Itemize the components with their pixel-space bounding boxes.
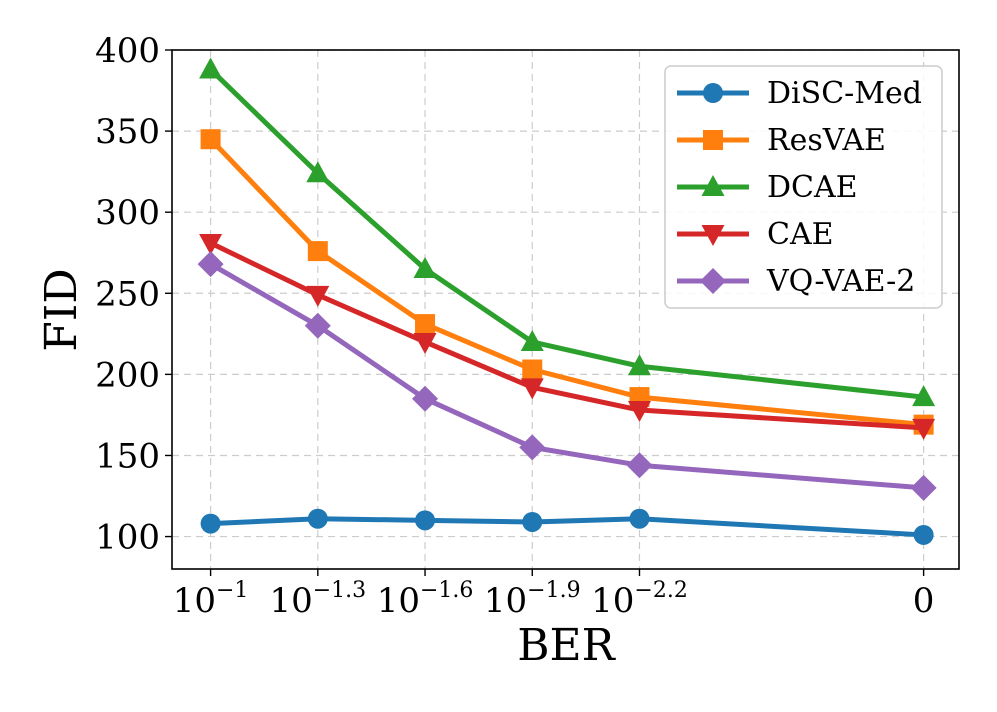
data-point xyxy=(629,508,650,529)
data-point xyxy=(200,513,221,534)
data-point xyxy=(913,524,934,545)
x-tick-base: 10 xyxy=(269,581,312,621)
x-tick-exponent: −2.2 xyxy=(634,578,687,603)
series-line xyxy=(209,261,924,491)
y-tick-label: 300 xyxy=(95,193,160,233)
legend-label: CAE xyxy=(767,217,834,252)
legend-marker xyxy=(703,130,723,150)
data-point xyxy=(522,359,543,380)
data-point xyxy=(413,256,437,278)
legend-label: DiSC-Med xyxy=(767,76,922,111)
series-cae xyxy=(199,234,936,440)
x-tick-base: 10 xyxy=(591,581,634,621)
legend-label: ResVAE xyxy=(767,123,886,158)
data-point xyxy=(910,474,937,501)
data-point xyxy=(912,385,936,407)
x-tick-exponent: −1.6 xyxy=(420,578,473,603)
data-point xyxy=(306,285,330,307)
x-axis-ticks: 10−1 10−1.3 10−1.6 10−1.9 10−2.2 0 xyxy=(173,569,935,621)
series-vq-vae-2 xyxy=(197,251,937,501)
y-axis-ticks: 100 150 200 250 300 350 400 xyxy=(95,31,172,558)
data-point xyxy=(522,511,543,532)
data-point xyxy=(304,312,331,339)
legend-marker xyxy=(700,268,726,294)
series-layer xyxy=(197,57,937,545)
data-point xyxy=(627,401,651,423)
x-tick-label: 10−1 xyxy=(173,578,249,621)
legend-label: VQ-VAE-2 xyxy=(766,264,915,299)
data-point xyxy=(200,129,221,150)
x-tick-exponent: −1.3 xyxy=(313,578,366,603)
data-point xyxy=(415,510,436,531)
y-tick-label: 200 xyxy=(95,355,160,395)
data-point xyxy=(415,314,436,335)
series-dcae xyxy=(199,57,936,407)
data-point xyxy=(413,332,437,354)
legend-entry: DCAE xyxy=(677,170,858,205)
legend-marker xyxy=(701,225,725,246)
x-tick-label: 10−1.6 xyxy=(377,578,474,621)
legend-entry: CAE xyxy=(677,217,834,252)
x-tick-label: 10−1.3 xyxy=(269,578,366,621)
y-tick-label: 350 xyxy=(95,112,160,152)
data-point xyxy=(520,329,544,351)
data-point xyxy=(307,508,328,529)
legend-box xyxy=(664,65,943,309)
x-tick-label: 10−2.2 xyxy=(591,578,688,621)
x-tick-base: 10 xyxy=(484,581,527,621)
x-tick-label: 10−1.9 xyxy=(484,578,581,621)
series-line xyxy=(208,67,924,400)
data-point xyxy=(912,418,936,440)
legend-entry: VQ-VAE-2 xyxy=(677,264,915,299)
x-tick-exponent: −1.9 xyxy=(527,578,580,603)
y-tick-label: 400 xyxy=(95,31,160,71)
data-point xyxy=(199,57,223,79)
data-point xyxy=(519,434,546,461)
x-tick-base: 10 xyxy=(377,581,420,621)
series-line xyxy=(209,240,924,431)
data-point xyxy=(306,161,330,183)
data-point xyxy=(199,234,223,256)
legend-marker xyxy=(701,175,725,196)
y-tick-label: 100 xyxy=(95,518,160,558)
x-tick-exponent: −1 xyxy=(216,578,248,603)
legend-marker xyxy=(703,83,723,103)
y-axis-title: FID xyxy=(36,268,87,351)
series-disc-med xyxy=(200,508,934,545)
series-line xyxy=(208,137,924,428)
plot-frame xyxy=(171,49,960,570)
data-point xyxy=(627,354,651,376)
data-point xyxy=(520,378,544,400)
series-line xyxy=(210,516,924,538)
legend: DiSC-Med ResVAE DCAE CAE VQ-VAE-2 xyxy=(664,65,943,309)
data-point xyxy=(197,251,224,278)
data-point xyxy=(307,241,328,262)
legend-label: DCAE xyxy=(767,170,858,205)
data-point xyxy=(626,452,653,479)
legend-entry: ResVAE xyxy=(677,123,886,158)
data-point xyxy=(412,385,439,412)
y-tick-label: 150 xyxy=(95,436,160,476)
x-tick-base: 10 xyxy=(173,581,216,621)
x-axis-title: BER xyxy=(517,620,616,671)
x-tick-base: 0 xyxy=(913,581,935,621)
x-tick-label: 0 xyxy=(913,581,935,621)
legend-entry: DiSC-Med xyxy=(677,76,922,111)
y-tick-label: 250 xyxy=(95,274,160,314)
